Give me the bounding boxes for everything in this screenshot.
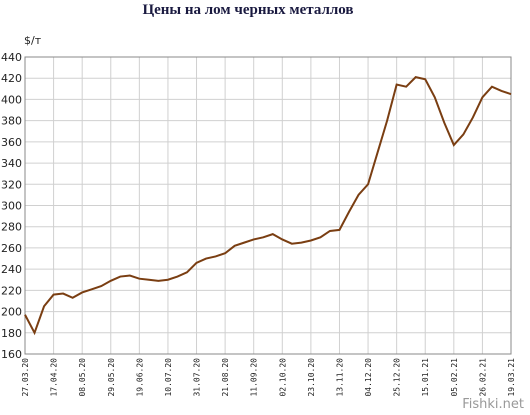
x-tick-label: 27.03.20 bbox=[21, 358, 30, 397]
y-tick-label: 180 bbox=[1, 327, 22, 340]
line bbox=[24, 76, 512, 336]
x-tick-label: 25.12.20 bbox=[393, 358, 402, 397]
x-tick-label: 02.10.20 bbox=[278, 358, 287, 397]
x-tick-label: 23.10.20 bbox=[307, 358, 316, 397]
x-tick-label: 08.05.20 bbox=[78, 358, 87, 397]
y-tick-label: 420 bbox=[1, 72, 22, 85]
y-axis-label: $/т bbox=[24, 34, 42, 47]
x-tick-label: 19.03.21 bbox=[507, 358, 516, 397]
chart-title: Цены на лом черных металлов bbox=[142, 2, 353, 18]
x-tick-label: 05.02.21 bbox=[450, 358, 459, 397]
y-tick-label: 220 bbox=[1, 284, 22, 297]
y-tick-label: 360 bbox=[1, 136, 22, 149]
y-tick-label: 240 bbox=[1, 263, 22, 276]
x-tick-label: 11.09.20 bbox=[250, 358, 259, 397]
y-tick-label: 340 bbox=[1, 157, 22, 170]
x-tick-label: 29.05.20 bbox=[107, 358, 116, 397]
y-tick-label: 160 bbox=[1, 348, 22, 361]
x-tick-label: 17.04.20 bbox=[50, 358, 59, 397]
plot-frame bbox=[24, 56, 512, 355]
watermark: Fishki.net bbox=[462, 397, 524, 412]
y-tick-label: 380 bbox=[1, 115, 22, 128]
x-tick-label: 21.08.20 bbox=[221, 358, 230, 397]
y-tick-label: 260 bbox=[1, 242, 22, 255]
x-tick-label: 19.06.20 bbox=[135, 358, 144, 397]
x-tick-label: 31.07.20 bbox=[193, 358, 202, 397]
y-tick-label: 440 bbox=[1, 51, 22, 64]
y-tick-label: 320 bbox=[1, 178, 22, 191]
y-tick-label: 300 bbox=[1, 200, 22, 213]
y-tick-label: 200 bbox=[1, 306, 22, 319]
y-tick-label: 280 bbox=[1, 221, 22, 234]
x-tick-label: 04.12.20 bbox=[364, 358, 373, 397]
x-tick-label: 15.01.21 bbox=[421, 358, 430, 397]
x-tick-label: 10.07.20 bbox=[164, 358, 173, 397]
x-tick-label: 13.11.20 bbox=[335, 358, 344, 397]
y-tick-label: 400 bbox=[1, 93, 22, 106]
x-tick-label: 26.02.21 bbox=[478, 358, 487, 397]
